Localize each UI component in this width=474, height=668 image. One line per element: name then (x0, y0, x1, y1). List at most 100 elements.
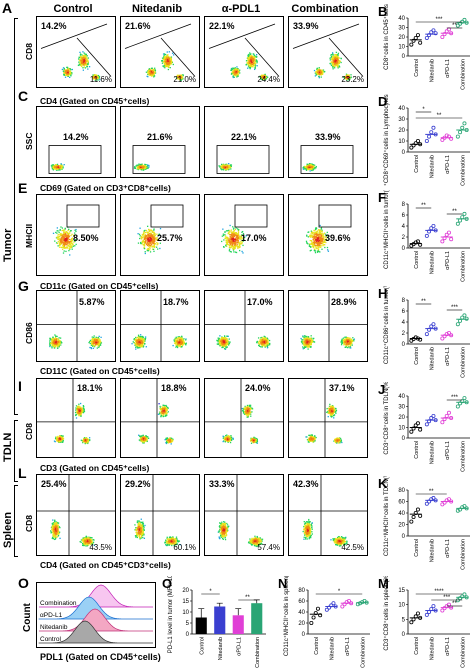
data-point (424, 233, 429, 238)
flow-plot-c-1: 14.2% (36, 106, 116, 178)
flow-plot-e-4: 39.6% (288, 194, 368, 276)
flow-plot-i-4: 37.1% (288, 378, 368, 458)
column-header-control: Control (53, 3, 93, 15)
y-tick-label: 40 (398, 16, 405, 22)
x-tick-label: Combination (360, 637, 366, 668)
flow-plot-svg (48, 145, 102, 174)
panel-letter-o: O (18, 575, 29, 591)
flow-plot-svg (216, 145, 270, 174)
x-tick-label: Nitedanib (429, 347, 435, 370)
x-tick-label: Nitedanib (429, 441, 435, 464)
x-tick-label: αPD-L1 (445, 539, 451, 558)
y-tick-label: 2 (402, 235, 406, 241)
flow-plot-e-1: 8.50% (36, 194, 116, 276)
data-point (409, 620, 414, 625)
ylabel-e: MHCII (24, 223, 34, 248)
y-tick-label: 0 (402, 342, 406, 348)
side-label-tumor: Tumor (2, 228, 14, 262)
data-point (431, 322, 436, 327)
chart-ylabel: CD3⁺CD8⁺cells in TDLN(%) (383, 382, 390, 455)
quadrant-upper-value: 22.1% (209, 21, 235, 31)
gate-value: 17.0% (241, 233, 267, 244)
significance-label: * (422, 107, 425, 113)
bar (195, 617, 207, 634)
y-tick-label: 40 (398, 106, 405, 112)
gate-value: 8.50% (73, 233, 99, 244)
y-tick-label: 4 (402, 224, 406, 230)
significance-label: ** (429, 489, 434, 495)
flow-plot-svg (289, 475, 367, 555)
gate-text-c: CD69 (Gated on CD3⁺CD8⁺cells) (40, 183, 171, 193)
y-tick-label: 0 (186, 632, 190, 638)
panel-letter-n: N (278, 576, 287, 591)
data-point (424, 139, 429, 144)
flow-plot-g-3: 17.0% (204, 290, 284, 362)
flow-plot-c-4: 33.9% (288, 106, 368, 178)
y-tick-label: 10 (398, 603, 405, 609)
bracket-tumor (14, 18, 18, 415)
data-point (455, 404, 460, 409)
x-tick-label: Control (414, 155, 420, 173)
data-point (458, 218, 463, 223)
data-point (424, 612, 429, 617)
flow-plot-svg (205, 475, 283, 555)
flow-plot-svg (205, 291, 283, 361)
y-tick-label: 40 (298, 610, 305, 616)
chart-ylabel: CD3⁺CD8⁺CD69⁺cells in Lymphocytes in tum… (383, 94, 390, 186)
data-point (431, 224, 436, 229)
ylabel-o: Count (22, 603, 33, 632)
x-tick-label: αPD-L1 (236, 637, 242, 656)
histogram-svg: Combination αPD-L1 Nitedanib Control (38, 584, 154, 644)
x-tick-label: αPD-L1 (445, 155, 451, 174)
panel-letter-h: H (378, 286, 387, 301)
significance-label: * (338, 589, 341, 595)
x-tick-label: Combination (460, 59, 466, 90)
panel-letter-a: A (2, 0, 13, 16)
data-point (418, 513, 423, 518)
side-label-spleen: Spleen (2, 511, 14, 548)
data-point (418, 40, 423, 45)
data-point (455, 134, 460, 139)
x-tick-label: Combination (460, 441, 466, 472)
ylabel-i: CD8 (24, 422, 34, 440)
ylabel-c: SSC (24, 132, 34, 150)
significance-label: ** (452, 209, 457, 215)
data-point (429, 226, 434, 231)
flow-plot-e-3: 17.0% (204, 194, 284, 276)
y-tick-label: 20 (398, 523, 405, 529)
gate-value: 21.6% (147, 132, 173, 143)
data-point (411, 38, 416, 43)
y-tick-label: 8 (402, 202, 406, 208)
y-tick-label: 80 (398, 488, 405, 494)
panel-letter-m: M (378, 576, 389, 591)
data-point (424, 422, 429, 427)
x-tick-label: Control (414, 347, 420, 365)
data-point (413, 35, 418, 40)
x-tick-label: Combination (460, 347, 466, 378)
y-tick-label: 30 (398, 405, 405, 411)
significance-label: ** (452, 23, 457, 29)
x-tick-label: Control (414, 539, 420, 557)
data-point (458, 401, 463, 406)
data-point (409, 42, 414, 47)
chart-ylabel: CD11c⁺MHCII⁺cells in tumor(%) (383, 190, 390, 269)
data-point (309, 621, 314, 626)
panel-letter-g: G (18, 278, 29, 294)
error-bar (235, 608, 242, 616)
gate-value: 17.0% (247, 297, 273, 307)
y-tick-label: 10 (398, 45, 405, 51)
ylabel-g: CD86 (24, 322, 34, 344)
data-point (415, 33, 420, 38)
data-point (411, 515, 416, 520)
x-tick-label: Control (414, 637, 420, 655)
data-point (427, 134, 432, 139)
quadrant-lower-value: 24.4% (257, 75, 280, 84)
x-tick-label: αPD-L1 (445, 347, 451, 366)
quadrant-lower-value: 23.2% (341, 75, 364, 84)
gate-text-g: CD11C (Gated on CD45⁺cells) (40, 366, 160, 376)
data-point (431, 28, 436, 33)
gate-text-e: CD11c (Gated on CD45⁺cells) (40, 281, 159, 291)
data-point (455, 221, 460, 226)
quadrant-lower-value: 11.6% (89, 75, 112, 84)
